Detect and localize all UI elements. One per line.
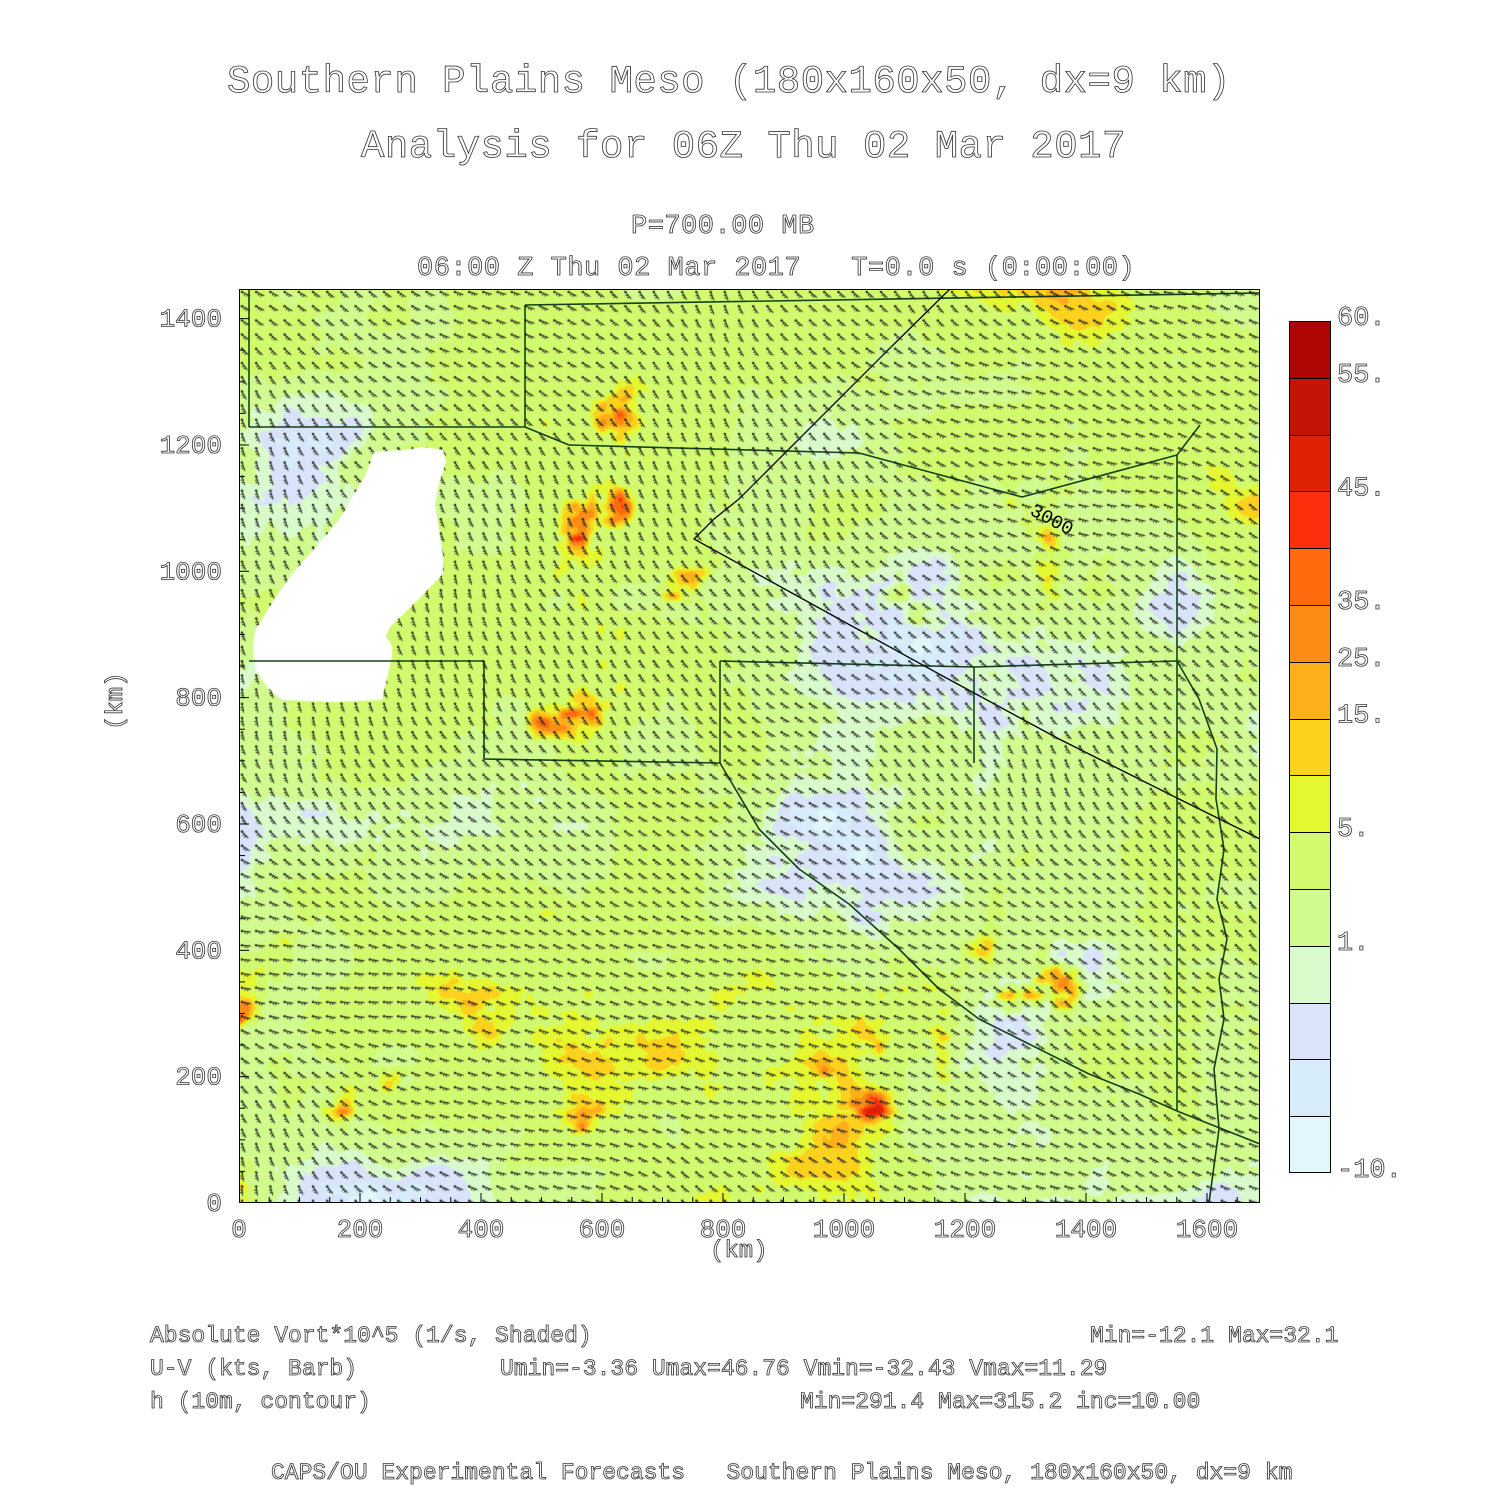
svg-text:CAPS/OU Experimental Forecasts: CAPS/OU Experimental Forecasts Southern … [271, 1460, 1292, 1486]
svg-text:800: 800 [700, 1215, 747, 1245]
svg-text:600: 600 [579, 1215, 626, 1245]
svg-text:Min=-12.1 Max=32.1: Min=-12.1 Max=32.1 [1090, 1323, 1338, 1349]
svg-text:600: 600 [175, 810, 222, 840]
svg-text:5.: 5. [1337, 815, 1369, 845]
svg-text:0: 0 [206, 1189, 222, 1219]
svg-text:Analysis for 06Z Thu 02 Mar 20: Analysis for 06Z Thu 02 Mar 2017 [361, 125, 1126, 169]
svg-text:1400: 1400 [1055, 1215, 1117, 1245]
svg-text:06:00 Z Thu 02 Mar 2017 T=0.: 06:00 Z Thu 02 Mar 2017 T=0.0 s (0:00:00… [417, 254, 1135, 284]
svg-text:Umin=-3.36 Umax=46.76 Vmin=-32: Umin=-3.36 Umax=46.76 Vmin=-32.43 Vmax=1… [500, 1356, 1107, 1382]
svg-text:Min=291.4 Max=315.2 inc=10.00: Min=291.4 Max=315.2 inc=10.00 [800, 1389, 1200, 1415]
svg-text:U-V (kts, Barb): U-V (kts, Barb) [150, 1356, 357, 1382]
svg-text:800: 800 [175, 684, 222, 714]
svg-text:45.: 45. [1337, 474, 1386, 504]
svg-text:1.: 1. [1337, 929, 1369, 959]
svg-text:h (10m, contour): h (10m, contour) [150, 1389, 371, 1415]
svg-text:Absolute Vort*10^5 (1/s, Shade: Absolute Vort*10^5 (1/s, Shaded) [150, 1323, 592, 1349]
svg-text:60.: 60. [1337, 304, 1386, 334]
svg-text:1000: 1000 [813, 1215, 875, 1245]
svg-text:200: 200 [337, 1215, 384, 1245]
svg-text:1000: 1000 [160, 557, 222, 587]
svg-text:1400: 1400 [160, 305, 222, 335]
svg-text:400: 400 [458, 1215, 505, 1245]
svg-text:P=700.00 MB: P=700.00 MB [631, 212, 815, 242]
svg-text:1200: 1200 [160, 431, 222, 461]
svg-text:400: 400 [175, 936, 222, 966]
svg-text:-10.: -10. [1337, 1156, 1402, 1186]
svg-text:(km): (km) [103, 672, 130, 730]
svg-text:(km): (km) [710, 1238, 768, 1265]
svg-text:35.: 35. [1337, 588, 1386, 618]
svg-text:1600: 1600 [1176, 1215, 1238, 1245]
svg-text:200: 200 [175, 1063, 222, 1093]
svg-text:25.: 25. [1337, 645, 1386, 675]
svg-text:0: 0 [231, 1215, 247, 1245]
svg-text:Southern Plains Meso (180x160x: Southern Plains Meso (180x160x50, dx=9 k… [227, 60, 1231, 104]
svg-text:55.: 55. [1337, 361, 1386, 391]
svg-text:1200: 1200 [934, 1215, 996, 1245]
svg-text:15.: 15. [1337, 702, 1386, 732]
